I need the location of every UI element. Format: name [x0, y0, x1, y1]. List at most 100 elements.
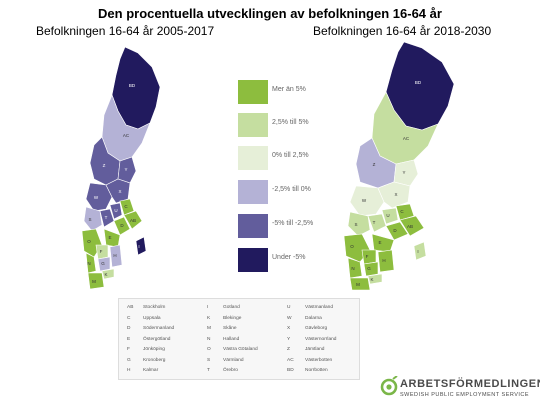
legend-item: Mer än 5% [238, 80, 348, 104]
map-2005-2017: BD AC Z Y X W S T U C AB D E O F H G N K M I [81, 46, 160, 290]
county-code: D [127, 326, 131, 331]
legend-item: Under -5% [238, 248, 348, 272]
region-label-f: F [366, 254, 369, 259]
county-code: Y [287, 336, 291, 342]
region-label-z: Z [373, 162, 376, 167]
county-code: X [287, 326, 291, 331]
region-label-h: H [113, 253, 116, 258]
county-code: F [127, 347, 130, 352]
table-row: G Kronoberg S Värmland AC Västerbotten [119, 356, 359, 366]
region-label-c: C [400, 209, 404, 214]
county-name: Värmland [223, 357, 244, 363]
county-code: E [127, 336, 131, 342]
region-label-n: N [351, 266, 354, 271]
logo-tagline: SWEDISH PUBLIC EMPLOYMENT SERVICE [400, 392, 530, 398]
county-name: Gotland [223, 305, 240, 310]
region-label-bd: BD [129, 83, 136, 88]
county-code: AB [127, 305, 134, 310]
region-label-d: D [120, 223, 124, 228]
table-row: E Östergötland N Halland Y Västernorrland [119, 335, 359, 345]
region-g [363, 261, 379, 277]
region-label-t: T [105, 215, 108, 220]
legend-label: 0% till 2,5% [272, 152, 309, 159]
region-label-i: I [138, 244, 139, 249]
county-name: Kronoberg [143, 357, 166, 363]
legend-label: Under -5% [272, 254, 306, 261]
table-row: F Jönköping O Västra Götaland Z Jämtland [119, 345, 359, 355]
region-h [377, 249, 395, 273]
legend-swatch [238, 80, 268, 104]
region-c [119, 198, 135, 216]
county-code: AC [287, 357, 294, 363]
region-label-m: M [92, 279, 96, 284]
county-code: K [207, 315, 211, 321]
region-label-k: K [370, 277, 373, 282]
county-code: W [287, 315, 292, 321]
page-title: Den procentuella utvecklingen av befolkn… [98, 6, 442, 21]
county-code: M [207, 326, 211, 331]
county-name: Norrbotten [305, 368, 328, 373]
region-label-x: X [394, 192, 397, 197]
logo-name: ARBETSFÖRMEDLINGEN [400, 378, 540, 390]
legend-swatch [238, 113, 268, 137]
region-label-z: Z [103, 163, 106, 168]
subtitle-right: Befolkningen 16-64 år 2018-2030 [313, 24, 492, 38]
region-y [393, 159, 419, 187]
region-k [367, 273, 383, 285]
region-s [83, 206, 103, 232]
region-label-g: G [367, 266, 371, 271]
region-ab [399, 215, 425, 237]
legend-label: Mer än 5% [272, 86, 306, 93]
region-label-s: S [88, 217, 91, 222]
county-name: Östergötland [143, 336, 171, 342]
county-code: BD [287, 368, 294, 373]
county-name: Halland [223, 336, 240, 342]
region-i [135, 236, 147, 256]
county-code: C [127, 315, 131, 321]
legend-swatch [238, 214, 268, 238]
table-row: H Kalmar T Örebro BD Norrbotten [119, 366, 359, 376]
region-c [395, 203, 415, 221]
region-s [347, 211, 371, 237]
county-code: G [127, 357, 131, 363]
region-x [105, 178, 131, 204]
region-label-k: K [104, 272, 107, 277]
county-code: H [127, 368, 131, 373]
map-2018-2030: BD AC Z Y X W S T U C AB D E O F H G N K M I [343, 41, 455, 290]
county-name: Stockholm [143, 305, 166, 310]
county-name: Västra Götaland [223, 347, 258, 352]
region-label-bd: BD [415, 80, 422, 85]
legend-swatch [238, 146, 268, 170]
region-label-ac: AC [123, 133, 130, 138]
region-d [113, 216, 131, 236]
region-n [347, 257, 363, 279]
county-name: Västerbotten [305, 357, 333, 363]
county-name: Dalarna [305, 315, 322, 321]
region-g [97, 256, 111, 272]
region-label-d: D [393, 228, 397, 233]
table-row: AB Stockholm I Gotland U Västmanland [119, 303, 359, 313]
legend-item: -5% till -2,5% [238, 214, 348, 238]
region-label-s: S [354, 222, 357, 227]
region-label-c: C [124, 204, 128, 209]
county-name: Uppsala [143, 315, 161, 321]
county-code-table: AB Stockholm I Gotland U Västmanland C Uppsala K… [118, 298, 360, 380]
county-code: Z [287, 347, 290, 352]
region-label-n: N [87, 261, 90, 266]
region-label-w: W [94, 195, 99, 200]
region-t [367, 213, 387, 233]
region-f [361, 249, 377, 265]
region-label-t: T [373, 220, 376, 225]
legend-label: -2,5% till 0% [272, 186, 311, 193]
region-ac [371, 91, 439, 165]
region-label-u: U [386, 213, 389, 218]
county-code: U [287, 305, 291, 310]
region-f [95, 244, 109, 260]
county-code: S [207, 357, 211, 363]
region-ab [123, 210, 143, 230]
legend-item: -2,5% till 0% [238, 180, 348, 204]
region-label-u: U [114, 208, 117, 213]
region-u [109, 202, 123, 220]
legend-label: -5% till -2,5% [272, 220, 314, 227]
county-code: O [207, 347, 211, 352]
